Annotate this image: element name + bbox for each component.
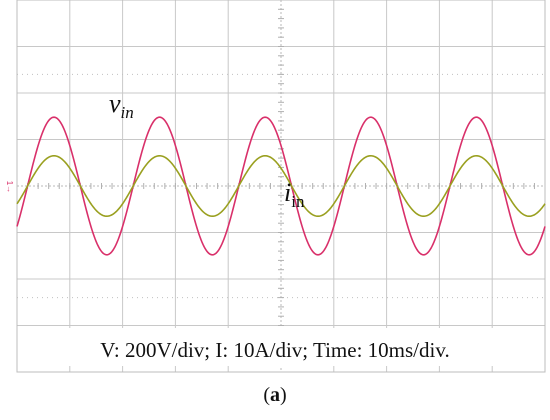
channel-marker: 1→ xyxy=(5,181,14,193)
label-v-in: vin xyxy=(109,89,134,122)
trace-i-in xyxy=(16,154,546,218)
caption-letter: a xyxy=(270,384,280,406)
waveform-traces xyxy=(16,116,546,256)
figure-caption: (a) xyxy=(0,384,550,407)
scale-info-backdrop xyxy=(40,328,510,366)
caption-open: ( xyxy=(263,384,270,406)
scale-info-text: V: 200V/div; I: 10A/div; Time: 10ms/div. xyxy=(100,338,449,362)
trace-labels: vin iin xyxy=(109,89,305,211)
grid-frame xyxy=(16,0,546,373)
oscilloscope-plot: vin iin V: 200V/div; I: 10A/div; Time: 10… xyxy=(5,0,546,373)
caption-close: ) xyxy=(280,384,287,406)
label-i-in: iin xyxy=(284,178,305,211)
trace-v-in xyxy=(16,116,546,256)
oscilloscope-grid xyxy=(16,0,546,373)
